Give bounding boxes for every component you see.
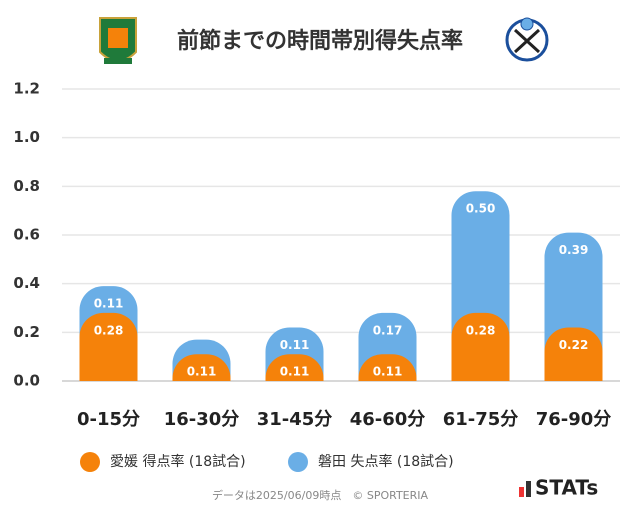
legend-label: 磐田 失点率 (18試合)	[318, 453, 454, 470]
x-tick-label: 16-30分	[164, 409, 240, 430]
value-label: 0.39	[559, 243, 589, 257]
bar-segment	[451, 312, 510, 381]
value-label: 0.11	[280, 365, 310, 379]
bar-segment	[544, 327, 603, 381]
legend-marker	[80, 452, 100, 472]
y-tick-label: 0.0	[13, 372, 40, 390]
value-label: 0.22	[559, 338, 589, 352]
away-logo	[505, 17, 549, 62]
bar-segment	[265, 354, 324, 381]
bar-segment	[172, 354, 231, 381]
bar-segment	[358, 354, 417, 381]
y-tick-label: 1.2	[13, 80, 40, 98]
x-tick-label: 46-60分	[350, 409, 426, 430]
x-tick-label: 31-45分	[257, 409, 333, 430]
bar-segment	[451, 191, 510, 337]
y-tick-label: 0.2	[13, 323, 40, 341]
value-label: 0.28	[94, 323, 124, 337]
y-tick-label: 1.0	[13, 128, 40, 146]
bar-segment	[544, 232, 603, 352]
brand-logo	[519, 481, 531, 497]
y-tick-label: 0.4	[13, 274, 40, 292]
chart-title: 前節までの時間帯別得失点率	[177, 28, 463, 54]
value-label: 0.17	[373, 323, 403, 337]
bar-segment	[79, 312, 138, 381]
y-tick-label: 0.8	[13, 177, 40, 195]
legend-marker	[288, 452, 308, 472]
x-tick-label: 61-75分	[443, 409, 519, 430]
x-tick-label: 0-15分	[77, 409, 140, 430]
x-tick-label: 76-90分	[536, 409, 612, 430]
footer: データは2025/06/09時点 © SPORTERIA	[212, 488, 429, 502]
value-label: 0.11	[187, 365, 217, 379]
value-label: 0.11	[373, 365, 403, 379]
value-label: 0.11	[94, 297, 124, 311]
value-label: 0.50	[466, 202, 496, 216]
value-label: 0.28	[466, 323, 496, 337]
brand: STATs	[535, 476, 598, 500]
home-logo	[99, 17, 137, 64]
legend-label: 愛媛 得点率 (18試合)	[110, 453, 246, 470]
value-label: 0.11	[280, 338, 310, 352]
y-tick-label: 0.6	[13, 226, 40, 244]
